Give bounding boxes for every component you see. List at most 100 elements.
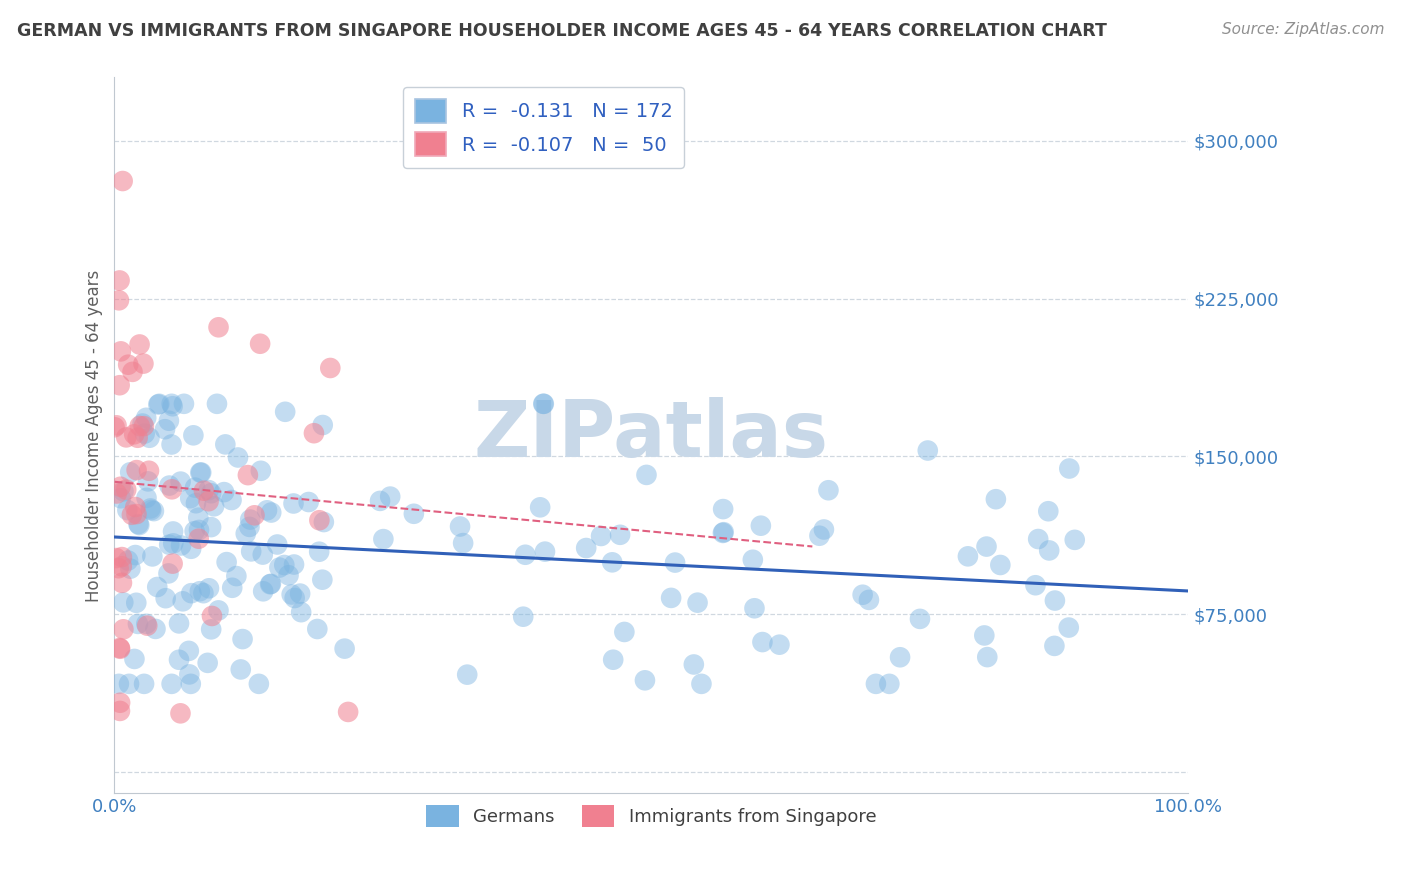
Point	[184, 481, 207, 495]
Point	[664, 556, 686, 570]
Point	[229, 662, 252, 676]
Point	[686, 596, 709, 610]
Point	[201, 609, 224, 624]
Point	[108, 704, 131, 718]
Point	[112, 595, 135, 609]
Point	[613, 624, 636, 639]
Point	[180, 677, 202, 691]
Point	[160, 677, 183, 691]
Point	[221, 493, 243, 508]
Point	[121, 365, 143, 379]
Point	[273, 558, 295, 572]
Point	[127, 431, 149, 445]
Point	[188, 466, 211, 480]
Point	[768, 638, 790, 652]
Point	[111, 550, 134, 565]
Point	[127, 616, 149, 631]
Point	[115, 483, 138, 497]
Point	[225, 569, 247, 583]
Point	[167, 616, 190, 631]
Point	[146, 580, 169, 594]
Point	[190, 466, 212, 480]
Point	[269, 560, 291, 574]
Point	[184, 496, 207, 510]
Point	[711, 525, 734, 540]
Point	[117, 503, 139, 517]
Point	[751, 635, 773, 649]
Point	[260, 577, 283, 591]
Point	[529, 500, 551, 515]
Point	[202, 500, 225, 514]
Point	[243, 508, 266, 523]
Point	[917, 443, 939, 458]
Point	[110, 491, 132, 506]
Point	[193, 483, 215, 498]
Point	[368, 494, 391, 508]
Point	[1059, 461, 1081, 475]
Point	[266, 537, 288, 551]
Point	[200, 486, 222, 500]
Point	[198, 582, 221, 596]
Point	[108, 677, 131, 691]
Point	[187, 532, 209, 546]
Point	[108, 273, 131, 287]
Point	[124, 652, 146, 666]
Point	[247, 677, 270, 691]
Point	[973, 628, 995, 642]
Point	[602, 653, 624, 667]
Point	[141, 503, 163, 517]
Point	[160, 483, 183, 497]
Point	[609, 528, 631, 542]
Point	[108, 640, 131, 655]
Point	[121, 508, 143, 522]
Point	[148, 397, 170, 411]
Point	[162, 536, 184, 550]
Point	[221, 581, 243, 595]
Point	[682, 657, 704, 672]
Point	[308, 513, 330, 527]
Point	[162, 399, 184, 413]
Point	[879, 677, 901, 691]
Point	[1043, 593, 1066, 607]
Point	[197, 494, 219, 508]
Point	[284, 591, 307, 605]
Point	[169, 706, 191, 721]
Point	[235, 526, 257, 541]
Point	[105, 551, 128, 566]
Point	[111, 174, 134, 188]
Point	[136, 618, 159, 632]
Point	[575, 541, 598, 555]
Point	[744, 601, 766, 615]
Point	[117, 358, 139, 372]
Point	[988, 558, 1011, 572]
Point	[180, 586, 202, 600]
Point	[157, 414, 180, 428]
Point	[636, 467, 658, 482]
Point	[179, 667, 201, 681]
Point	[252, 584, 274, 599]
Y-axis label: Householder Income Ages 45 - 64 years: Householder Income Ages 45 - 64 years	[86, 269, 103, 601]
Point	[283, 558, 305, 572]
Point	[197, 483, 219, 497]
Point	[252, 548, 274, 562]
Point	[1026, 532, 1049, 546]
Point	[108, 378, 131, 392]
Point	[160, 397, 183, 411]
Point	[207, 603, 229, 617]
Point	[117, 553, 139, 567]
Point	[120, 466, 142, 480]
Point	[451, 536, 474, 550]
Point	[157, 566, 180, 581]
Point	[238, 520, 260, 534]
Point	[125, 596, 148, 610]
Legend: Germans, Immigrants from Singapore: Germans, Immigrants from Singapore	[419, 798, 883, 834]
Point	[889, 650, 911, 665]
Point	[104, 420, 127, 434]
Point	[205, 397, 228, 411]
Point	[169, 475, 191, 489]
Point	[173, 397, 195, 411]
Point	[200, 623, 222, 637]
Point	[515, 548, 537, 562]
Point	[132, 677, 155, 691]
Point	[139, 501, 162, 516]
